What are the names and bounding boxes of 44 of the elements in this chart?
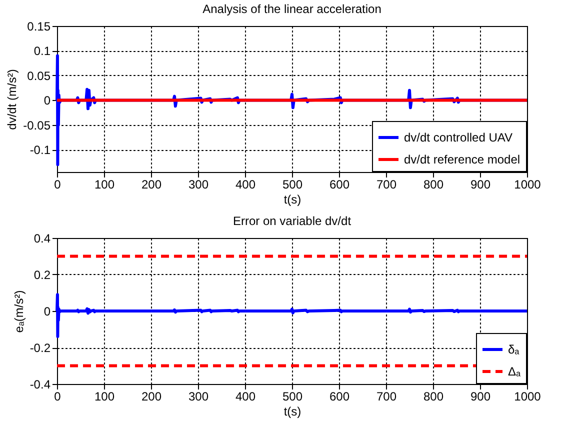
- y-tick-label: 0: [44, 94, 51, 108]
- x-tick-label: 100: [94, 178, 115, 192]
- x-tick-label: 800: [423, 178, 444, 192]
- legend-label: dv/dt controlled UAV: [404, 130, 512, 144]
- y-tick-label: -0.1: [30, 143, 51, 158]
- x-tick-label: 900: [470, 178, 491, 192]
- x-tick-label: 300: [188, 178, 209, 192]
- x-tick-label: 0: [54, 390, 62, 404]
- x-tick-label: 0: [54, 178, 62, 192]
- chart-title: Analysis of the linear acceleration: [202, 2, 382, 16]
- y-tick-label: 0.1: [34, 44, 51, 58]
- line-series: [56, 293, 528, 338]
- x-tick-label: 600: [329, 390, 350, 404]
- legend-label: Δₐ: [508, 364, 522, 378]
- y-tick-label: 0.15: [27, 20, 51, 34]
- x-tick-label: 1000: [514, 390, 542, 404]
- legend-label: δₐ: [508, 342, 520, 356]
- y-axis-title: dv/dt (m/s²): [5, 69, 20, 130]
- x-tick-label: 900: [470, 390, 491, 404]
- y-tick-label: 0.4: [34, 232, 51, 246]
- legend-label: dv/dt reference model: [404, 152, 520, 166]
- x-tick-label: 700: [376, 178, 397, 192]
- x-tick-label: 1000: [514, 178, 542, 192]
- x-tick-label: 600: [329, 178, 350, 192]
- x-tick-label: 200: [141, 178, 162, 192]
- y-tick-label: 0.2: [34, 268, 51, 282]
- x-tick-label: 700: [376, 390, 397, 404]
- x-tick-label: 300: [188, 390, 209, 404]
- y-axis-title: eₐ(m/s²): [12, 290, 26, 333]
- chart-title: Error on variable dv/dt: [232, 214, 352, 228]
- x-tick-label: 200: [141, 390, 162, 404]
- x-axis-title: t(s): [284, 192, 302, 206]
- x-tick-label: 100: [94, 390, 115, 404]
- x-tick-label: 400: [235, 178, 256, 192]
- y-tick-label: 0: [44, 304, 51, 318]
- x-axis-title: t(s): [284, 404, 302, 418]
- y-tick-label: -0.05: [23, 118, 51, 132]
- y-tick-label: 0.05: [27, 68, 51, 83]
- x-tick-label: 500: [282, 390, 303, 404]
- x-tick-label: 500: [282, 178, 303, 192]
- x-tick-label: 800: [423, 390, 444, 404]
- y-tick-label: -0.2: [30, 341, 51, 355]
- x-tick-label: 400: [235, 390, 256, 404]
- y-tick-label: -0.4: [30, 378, 51, 392]
